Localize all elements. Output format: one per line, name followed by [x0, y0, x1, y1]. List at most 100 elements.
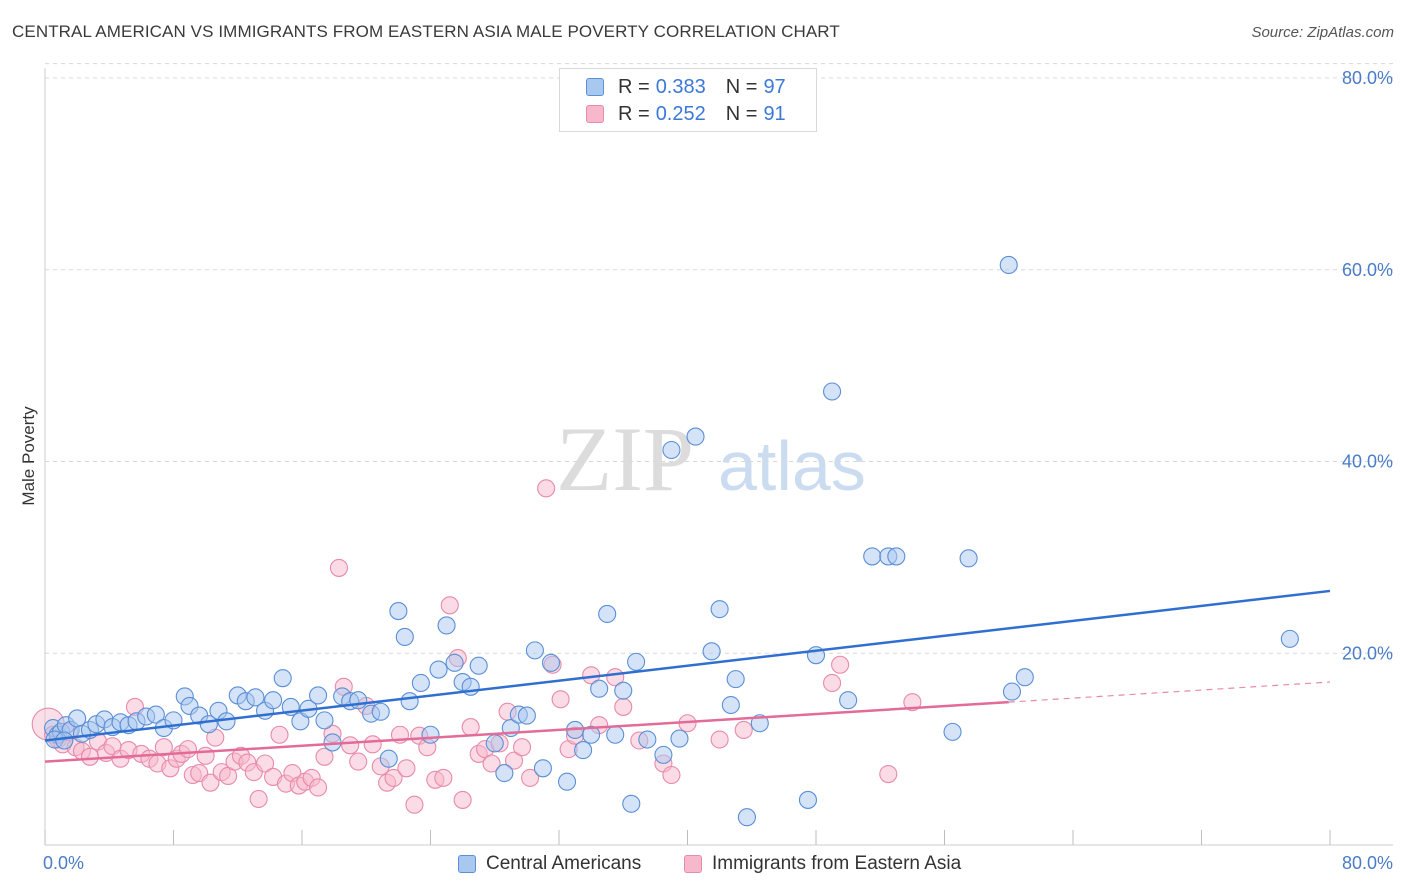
- data-point-central-americans: [839, 691, 858, 710]
- data-point-eastern-asia: [349, 752, 368, 771]
- data-point-central-americans: [437, 616, 456, 635]
- data-point-central-americans: [606, 725, 625, 744]
- bottom-legend-label: Central Americans: [486, 853, 642, 874]
- series-central-americans-points: [43, 255, 1299, 827]
- data-point-eastern-asia: [315, 747, 334, 766]
- data-point-central-americans: [485, 734, 504, 753]
- data-point-central-americans: [395, 627, 414, 647]
- data-point-central-americans: [662, 440, 681, 460]
- legend-n-label: N =: [725, 75, 758, 98]
- legend-r-value: 0.383: [655, 75, 706, 98]
- data-point-eastern-asia: [270, 725, 289, 744]
- data-point-central-americans: [264, 691, 283, 710]
- tick-labels: 20.0% 40.0% 60.0% 80.0% 0.0% 80.0%: [43, 68, 1393, 873]
- data-point-central-americans: [590, 679, 609, 698]
- data-point-eastern-asia: [309, 778, 328, 797]
- data-point-central-americans: [469, 656, 488, 675]
- blue-swatch: [586, 78, 604, 96]
- data-point-central-americans: [1280, 629, 1299, 648]
- data-point-central-americans: [389, 602, 408, 621]
- data-point-central-americans: [371, 702, 390, 721]
- data-point-central-americans: [622, 794, 641, 813]
- data-point-eastern-asia: [178, 740, 198, 759]
- trend-line-central-americans: [44, 589, 1331, 742]
- y-axis-label: Male Poverty: [19, 406, 38, 506]
- data-point-central-americans: [557, 772, 577, 791]
- data-point-central-americans: [654, 745, 673, 764]
- data-point-central-americans: [638, 730, 657, 749]
- y-tick-label: 40.0%: [1342, 452, 1393, 472]
- legend-row-central-americans: R = 0.383 N = 97: [586, 75, 786, 99]
- y-tick-label: 60.0%: [1342, 260, 1393, 280]
- data-point-central-americans: [670, 729, 689, 748]
- data-point-central-americans: [721, 695, 740, 715]
- data-point-central-americans: [445, 653, 464, 672]
- series-eastern-asia-points: [31, 479, 922, 814]
- data-point-eastern-asia: [537, 479, 556, 498]
- data-point-central-americans: [421, 725, 440, 744]
- watermark-atlas: atlas: [718, 427, 866, 505]
- data-point-eastern-asia: [201, 773, 220, 792]
- data-point-central-americans: [495, 764, 514, 783]
- data-point-eastern-asia: [384, 768, 403, 787]
- x-tick-label: 80.0%: [1342, 853, 1393, 873]
- data-point-central-americans: [146, 705, 165, 724]
- watermark-zip: ZIP: [556, 408, 694, 510]
- pink-swatch: [586, 105, 604, 123]
- data-point-central-americans: [379, 749, 398, 768]
- correlation-legend: R = 0.383 N = 97 R = 0.252 N = 91: [559, 68, 817, 132]
- x-tick-label: 0.0%: [43, 853, 84, 873]
- data-point-eastern-asia: [453, 790, 472, 809]
- legend-n-value: 91: [763, 102, 786, 125]
- data-point-central-americans: [798, 790, 818, 809]
- bottom-legend-central-americans: Central Americans: [458, 852, 641, 876]
- data-point-central-americans: [315, 711, 334, 730]
- data-point-eastern-asia: [662, 765, 681, 785]
- data-point-central-americans: [429, 660, 448, 679]
- legend-n-value: 97: [763, 75, 786, 98]
- data-point-eastern-asia: [154, 738, 173, 757]
- data-point-eastern-asia: [831, 655, 850, 674]
- legend-r-label: R =: [618, 75, 650, 98]
- data-point-central-americans: [349, 691, 368, 710]
- data-point-central-americans: [823, 382, 842, 401]
- data-point-central-americans: [959, 549, 978, 568]
- data-point-central-americans: [309, 686, 328, 705]
- data-point-eastern-asia: [614, 697, 633, 716]
- data-point-central-americans: [710, 600, 729, 619]
- data-point-central-americans: [614, 681, 633, 700]
- data-point-central-americans: [887, 547, 906, 566]
- data-point-central-americans: [863, 547, 882, 566]
- data-point-central-americans: [598, 604, 617, 623]
- data-point-eastern-asia: [513, 738, 532, 757]
- trend-line-eastern-asia-extension: [1008, 681, 1331, 703]
- data-point-central-americans: [533, 759, 552, 778]
- pink-swatch: [684, 855, 702, 873]
- data-point-central-americans: [737, 808, 756, 827]
- data-point-central-americans: [541, 653, 561, 672]
- data-point-central-americans: [400, 692, 419, 711]
- data-point-eastern-asia: [461, 718, 480, 737]
- axes: [44, 68, 1393, 846]
- y-tick-label: 20.0%: [1342, 643, 1393, 663]
- trend-lines: [44, 589, 1331, 763]
- data-point-eastern-asia: [329, 558, 348, 577]
- data-point-eastern-asia: [440, 596, 459, 615]
- data-point-central-americans: [273, 669, 292, 688]
- data-point-central-americans: [517, 706, 536, 725]
- blue-swatch: [458, 855, 476, 873]
- data-point-central-americans: [943, 722, 962, 741]
- data-point-eastern-asia: [823, 673, 842, 693]
- data-point-central-americans: [702, 642, 721, 661]
- watermark: ZIP atlas: [556, 408, 866, 510]
- data-point-eastern-asia: [879, 765, 898, 784]
- data-point-eastern-asia: [504, 751, 524, 770]
- data-point-eastern-asia: [397, 759, 416, 778]
- data-point-central-americans: [55, 731, 74, 750]
- chart-title: CENTRAL AMERICAN VS IMMIGRANTS FROM EAST…: [12, 22, 840, 41]
- bottom-legend-eastern-asia: Immigrants from Eastern Asia: [684, 852, 961, 876]
- data-point-central-americans: [627, 652, 646, 671]
- data-point-eastern-asia: [551, 690, 570, 709]
- data-point-eastern-asia: [482, 754, 501, 773]
